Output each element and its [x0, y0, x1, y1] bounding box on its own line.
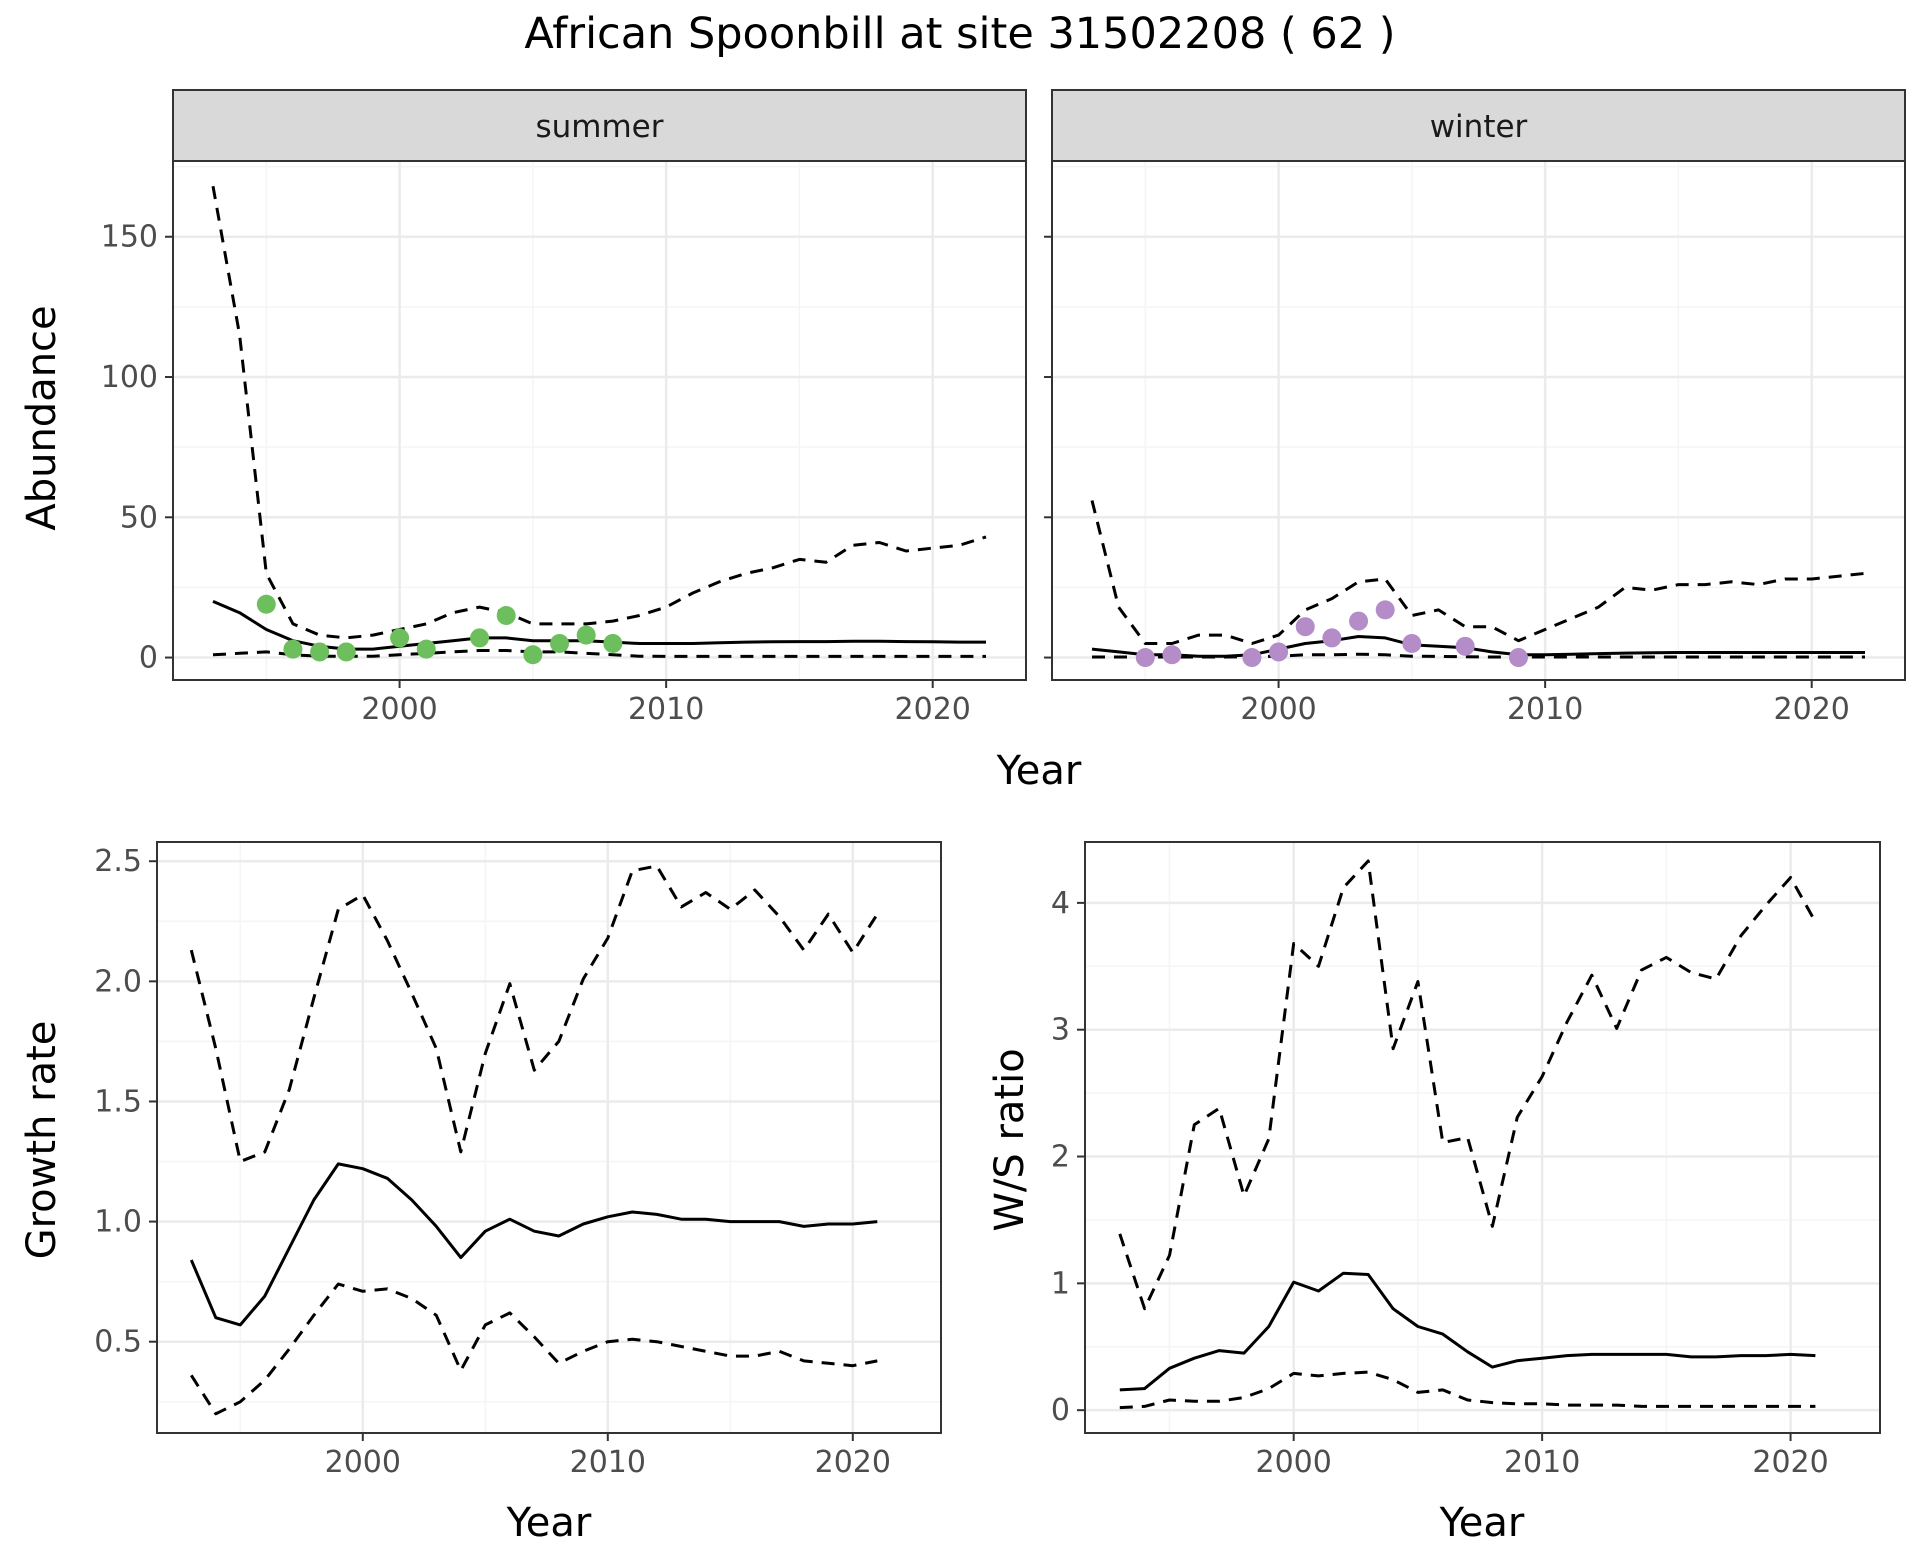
y-tick-label: 3: [1051, 1013, 1070, 1048]
x-tick-label: 2010: [628, 692, 704, 727]
panel-winter: winter 2000 2010 2020: [1044, 89, 1906, 727]
data-point-winter: [1508, 648, 1528, 668]
data-point-summer: [310, 642, 330, 662]
x-tick-label: 2000: [1256, 1445, 1332, 1480]
y-tick-label: 0.5: [94, 1325, 142, 1360]
y-tick-label: 150: [101, 220, 158, 255]
data-point-winter: [1295, 617, 1315, 637]
strip-label-summer: summer: [535, 109, 663, 145]
data-point-winter: [1135, 648, 1155, 668]
data-point-summer: [523, 645, 543, 665]
y-tick-label: 0: [139, 641, 158, 676]
data-point-winter: [1162, 645, 1182, 665]
plot-area-summer: [173, 161, 1026, 680]
data-point-winter: [1269, 642, 1289, 662]
panel-growth-rate: 2000 2010 2020 0.5 1.0 1.5 2.0 2.5 Year Growth …: [19, 841, 942, 1546]
data-point-summer: [496, 605, 516, 625]
data-point-summer: [256, 594, 276, 614]
data-point-winter: [1455, 636, 1475, 656]
data-point-winter: [1375, 600, 1395, 620]
y-axis-title-abundance: Abundance: [19, 305, 65, 530]
y-tick-label: 0: [1051, 1393, 1070, 1428]
data-point-summer: [336, 642, 356, 662]
y-tick-label: 2.0: [94, 964, 142, 999]
data-point-summer: [603, 634, 623, 654]
y-tick-label: 2: [1051, 1140, 1070, 1175]
x-axis-title-ws: Year: [1439, 1500, 1525, 1546]
series-line-growth-bound-1: [189, 864, 879, 1163]
panel-border-summer: [172, 160, 1027, 681]
data-point-winter: [1322, 628, 1342, 648]
x-axis-title-growth: Year: [506, 1500, 592, 1546]
x-tick-label: 2020: [895, 692, 971, 727]
data-point-winter: [1349, 611, 1369, 631]
y-tick-label: 1: [1051, 1266, 1070, 1301]
panel-summer: summer 2000 2010 2020 0 50 100 150: [101, 89, 1027, 727]
plot-area-winter: [1052, 161, 1905, 680]
x-tick-label: 2000: [361, 692, 437, 727]
y-tick-label: 1.0: [94, 1205, 142, 1240]
series-line-summer-bound-1: [211, 185, 987, 640]
chart-title: African Spoonbill at site 31502208 ( 62 …: [524, 9, 1395, 59]
data-point-winter: [1242, 648, 1262, 668]
y-axis-title-ws: W/S ratio: [987, 1048, 1033, 1231]
x-tick-label: 2010: [1507, 692, 1583, 727]
series-line-winter-estimate: [1091, 635, 1865, 658]
data-point-summer: [283, 639, 303, 659]
panel-ws-ratio: 2000 2010 2020 0 1 2 3 4 Year W/S ratio: [987, 841, 1881, 1546]
y-axis-title-growth: Growth rate: [19, 1021, 65, 1260]
x-tick-label: 2010: [1504, 1445, 1580, 1480]
panel-border-winter: [1051, 160, 1906, 681]
data-point-summer: [576, 625, 596, 645]
panel-border-growth: [156, 841, 942, 1434]
data-point-summer: [416, 639, 436, 659]
x-tick-label: 2020: [1752, 1445, 1828, 1480]
x-tick-label: 2010: [570, 1445, 646, 1480]
series-line-ws-estimate: [1119, 1271, 1816, 1392]
panel-border-ws: [1084, 841, 1881, 1434]
y-tick-label: 2.5: [94, 844, 142, 879]
data-point-winter: [1402, 634, 1422, 654]
x-tick-label: 2020: [815, 1445, 891, 1480]
plot-area-growth: [157, 842, 941, 1433]
series-line-ws-bound-1: [1118, 859, 1817, 1311]
x-tick-label: 2020: [1774, 692, 1850, 727]
strip-summer: [172, 89, 1027, 162]
y-tick-label: 50: [120, 500, 158, 535]
strip-label-winter: winter: [1430, 109, 1528, 145]
plot-area-ws: [1085, 842, 1880, 1433]
series-line-winter-bound-2: [1092, 652, 1865, 659]
y-tick-label: 4: [1051, 886, 1070, 921]
data-point-summer: [470, 628, 490, 648]
strip-winter: [1051, 89, 1906, 162]
x-axis-title-top: Year: [996, 748, 1082, 794]
series-line-growth-bound-2: [190, 1282, 878, 1416]
data-point-summer: [390, 628, 410, 648]
series-line-summer-bound-2: [212, 649, 986, 658]
series-line-winter-bound-1: [1090, 500, 1866, 645]
series-line-growth-estimate: [189, 1162, 878, 1327]
y-tick-label: 1.5: [94, 1084, 142, 1119]
series-line-ws-bound-2: [1119, 1370, 1816, 1410]
x-tick-label: 2000: [1240, 692, 1316, 727]
x-tick-label: 2000: [325, 1445, 401, 1480]
data-point-summer: [550, 634, 570, 654]
y-tick-label: 100: [101, 360, 158, 395]
